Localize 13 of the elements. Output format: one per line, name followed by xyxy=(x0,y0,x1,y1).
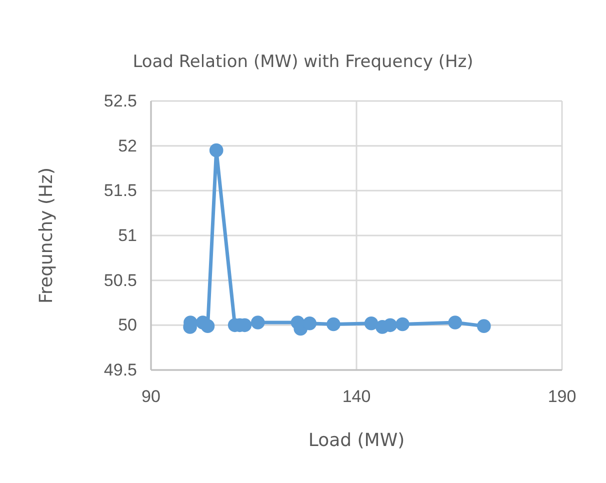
y-tick-label: 49.5 xyxy=(104,360,137,380)
y-tick-label: 51 xyxy=(118,226,137,245)
y-tick-label: 50.5 xyxy=(104,270,137,290)
y-axis-title: Frequnchy (Hz) xyxy=(36,167,57,304)
x-axis-title: Load (MW) xyxy=(308,430,405,451)
x-tick-label: 190 xyxy=(548,387,576,406)
y-tick-label: 52 xyxy=(118,136,137,156)
y-tick-label: 50 xyxy=(118,316,137,335)
y-tick-label: 52.5 xyxy=(104,91,137,110)
y-tick-label: 51.5 xyxy=(104,181,137,200)
chart-title: Load Relation (MW) with Frequency (Hz) xyxy=(132,52,474,72)
x-tick-label: 140 xyxy=(342,387,371,406)
x-tick-label: 90 xyxy=(142,387,160,406)
